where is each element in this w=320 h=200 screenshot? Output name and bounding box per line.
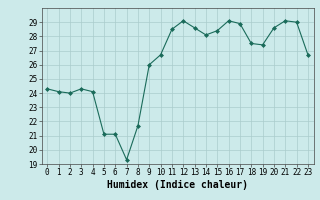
X-axis label: Humidex (Indice chaleur): Humidex (Indice chaleur): [107, 180, 248, 190]
